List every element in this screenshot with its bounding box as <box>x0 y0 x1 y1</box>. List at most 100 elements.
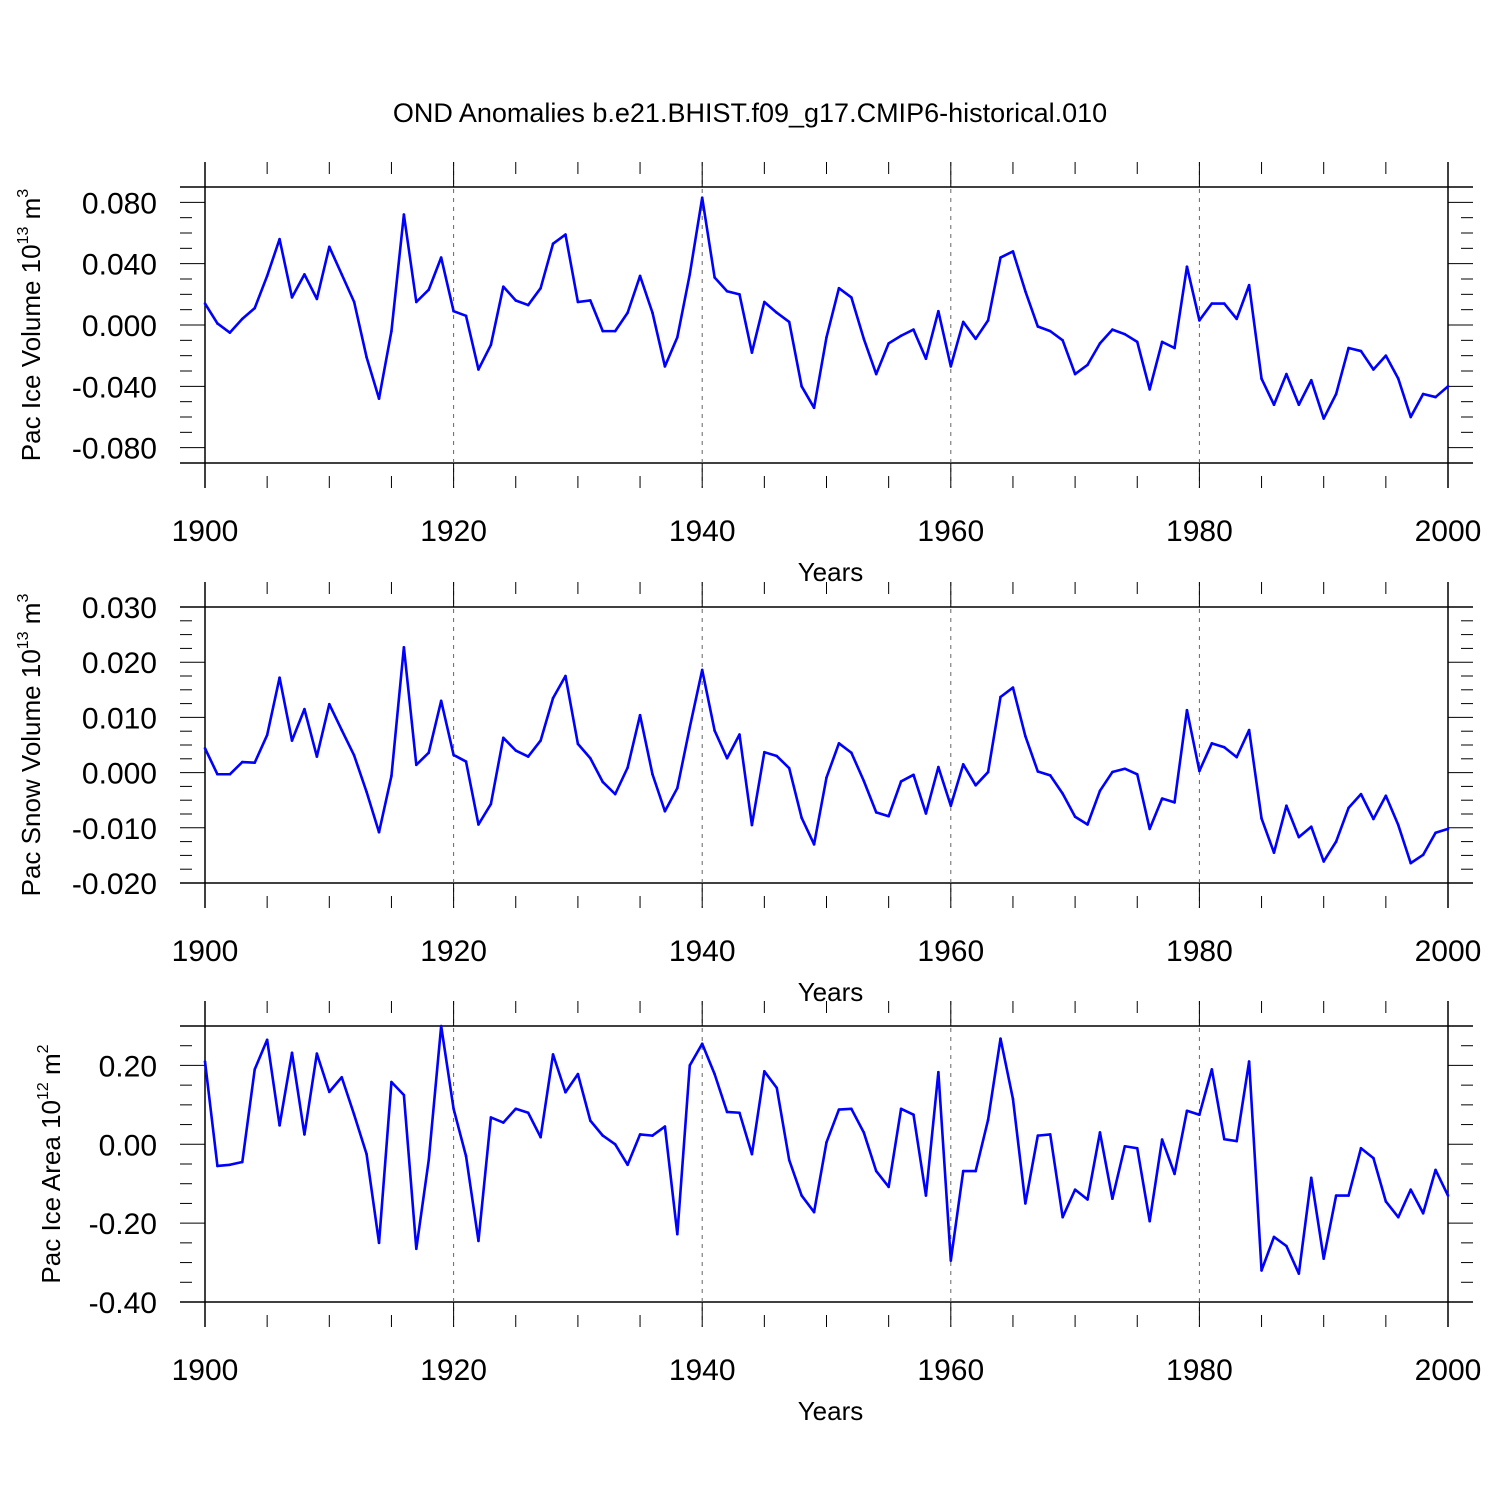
data-point <box>477 823 480 826</box>
data-point <box>340 728 344 732</box>
data-point <box>1322 417 1325 420</box>
x-tick-label: 1980 <box>1166 515 1233 548</box>
data-point <box>899 334 903 338</box>
data-point <box>638 274 642 278</box>
data-point <box>812 406 816 410</box>
data-point <box>439 1024 443 1028</box>
data-point <box>315 1052 319 1055</box>
data-point <box>265 1038 269 1042</box>
data-point <box>613 329 617 333</box>
data-point <box>1409 1188 1413 1191</box>
data-point <box>352 1113 356 1117</box>
data-point <box>1434 1168 1437 1172</box>
data-point <box>377 1241 381 1245</box>
data-point <box>688 1064 692 1067</box>
data-point <box>1160 797 1164 800</box>
data-point <box>862 337 866 341</box>
data-point <box>626 1163 629 1167</box>
data-point <box>825 1141 828 1144</box>
data-point <box>203 1060 207 1063</box>
data-point <box>899 1107 903 1111</box>
data-point <box>1297 835 1301 839</box>
data-point <box>464 314 468 318</box>
y-tick-label: -0.20 <box>89 1208 157 1241</box>
data-point <box>1185 265 1189 269</box>
data-point <box>1210 302 1214 305</box>
data-point <box>1036 325 1040 328</box>
data-point <box>489 802 493 806</box>
y-tick-label: 0.030 <box>82 592 157 625</box>
data-point <box>315 755 319 758</box>
data-point <box>427 751 431 755</box>
data-point <box>551 242 555 246</box>
data-point <box>775 1086 779 1090</box>
x-tick-label: 2000 <box>1415 935 1482 968</box>
data-point <box>340 273 344 276</box>
data-point <box>1421 1211 1425 1215</box>
x-tick-label: 1940 <box>669 515 736 548</box>
data-point <box>1048 774 1052 777</box>
data-point <box>937 309 940 313</box>
y-tick-label: -0.080 <box>72 433 157 466</box>
x-axis-title: Years <box>798 977 864 1007</box>
data-point <box>763 1070 766 1073</box>
data-point <box>1024 1202 1027 1205</box>
data-point <box>1036 1134 1040 1137</box>
panel-1: 1900 1920 1940 1960 1980 2000 0.080 0.040 0.000 -… <box>15 162 1481 587</box>
data-point <box>1061 792 1064 795</box>
data-point <box>1185 1109 1189 1113</box>
data-point <box>315 297 319 301</box>
data-point <box>738 293 741 296</box>
data-series-line <box>203 645 1449 865</box>
data-point <box>937 765 940 769</box>
data-point <box>1011 250 1015 253</box>
data-point <box>402 213 406 216</box>
x-tick-label: 1940 <box>669 935 736 968</box>
data-point <box>1148 388 1151 391</box>
data-point <box>1421 853 1425 857</box>
data-point <box>1347 1194 1350 1197</box>
data-point <box>352 754 356 757</box>
data-point <box>589 756 592 760</box>
data-point <box>738 1111 741 1115</box>
data-point <box>1297 1272 1301 1275</box>
data-point <box>1160 340 1164 344</box>
data-point <box>240 760 244 764</box>
data-point <box>402 646 406 649</box>
data-point <box>1384 354 1388 357</box>
data-point <box>526 1111 530 1115</box>
data-point <box>278 1124 281 1127</box>
data-point <box>676 335 679 339</box>
data-point <box>551 696 555 700</box>
data-point <box>290 296 294 299</box>
x-tick-label: 1920 <box>420 515 487 548</box>
data-point <box>974 337 977 341</box>
data-point <box>1185 708 1189 712</box>
data-point <box>265 733 269 737</box>
data-point <box>676 786 679 790</box>
y-axis-title-superscript: 3 <box>15 189 32 198</box>
data-point <box>1285 372 1288 376</box>
data-point <box>452 309 455 313</box>
data-point <box>228 1163 232 1167</box>
y-axis-title-superscript: 2 <box>35 1044 52 1053</box>
data-point <box>1372 1156 1375 1160</box>
data-point <box>787 1158 791 1162</box>
x-tick-label: 1980 <box>1166 1354 1233 1387</box>
data-point <box>700 668 704 672</box>
data-point <box>1036 770 1040 773</box>
data-point <box>1160 1138 1164 1141</box>
data-point <box>1024 734 1027 738</box>
data-point <box>502 1121 505 1124</box>
x-tick-label: 1980 <box>1166 935 1233 968</box>
data-point <box>1446 827 1450 831</box>
data-point <box>352 300 356 304</box>
data-point <box>949 365 953 368</box>
data-point <box>1135 1146 1139 1150</box>
data-point <box>862 779 866 783</box>
figure-title: OND Anomalies b.e21.BHIST.f09_g17.CMIP6-… <box>392 98 1108 128</box>
data-point <box>725 756 729 760</box>
x-tick-label: 1920 <box>420 935 487 968</box>
